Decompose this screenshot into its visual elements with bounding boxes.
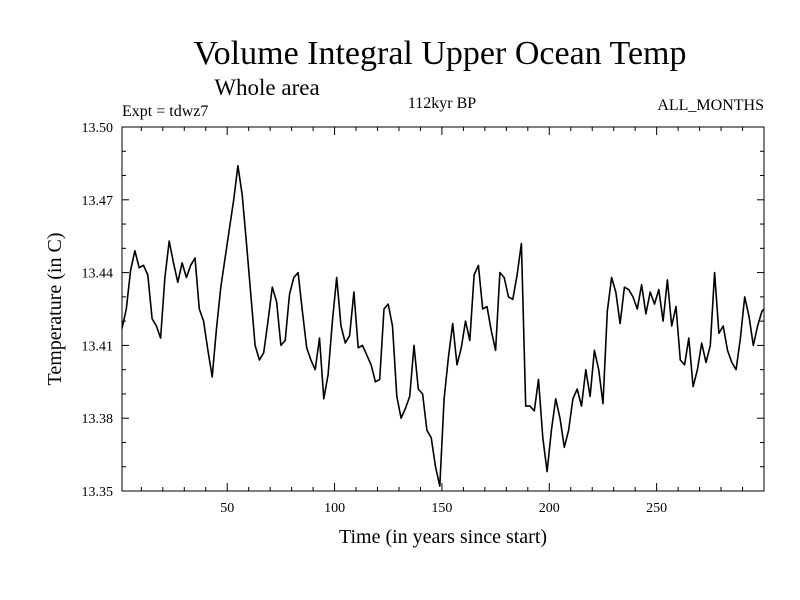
- y-tick-label: 13.47: [82, 194, 114, 209]
- months-label: ALL_MONTHS: [657, 97, 764, 114]
- x-axis: 50 100 150 200 250: [140, 127, 744, 516]
- y-axis-label: Temperature (in C): [44, 233, 66, 386]
- y-tick-label: 13.41: [82, 339, 114, 354]
- x-axis-label: Time (in years since start): [339, 526, 547, 548]
- chart-title: Volume Integral Upper Ocean Temp: [194, 35, 687, 72]
- period-label: 112kyr BP: [408, 95, 476, 112]
- expt-label: Expt = tdwz7: [122, 103, 208, 120]
- x-tick-label: 200: [539, 501, 560, 516]
- y-tick-label: 13.50: [82, 121, 114, 136]
- y-axis: 13.35 13.38 13.41 13.44 13.47 13.50: [82, 121, 764, 500]
- chart-subtitle: Whole area: [214, 75, 319, 100]
- y-tick-label: 13.38: [82, 412, 114, 427]
- y-tick-label: 13.44: [82, 267, 114, 282]
- y-tick-label: 13.35: [82, 485, 114, 500]
- x-tick-label: 50: [220, 501, 234, 516]
- x-tick-label: 250: [646, 501, 667, 516]
- x-tick-label: 150: [431, 501, 452, 516]
- series-line: [121, 165, 765, 487]
- x-tick-label: 100: [324, 501, 345, 516]
